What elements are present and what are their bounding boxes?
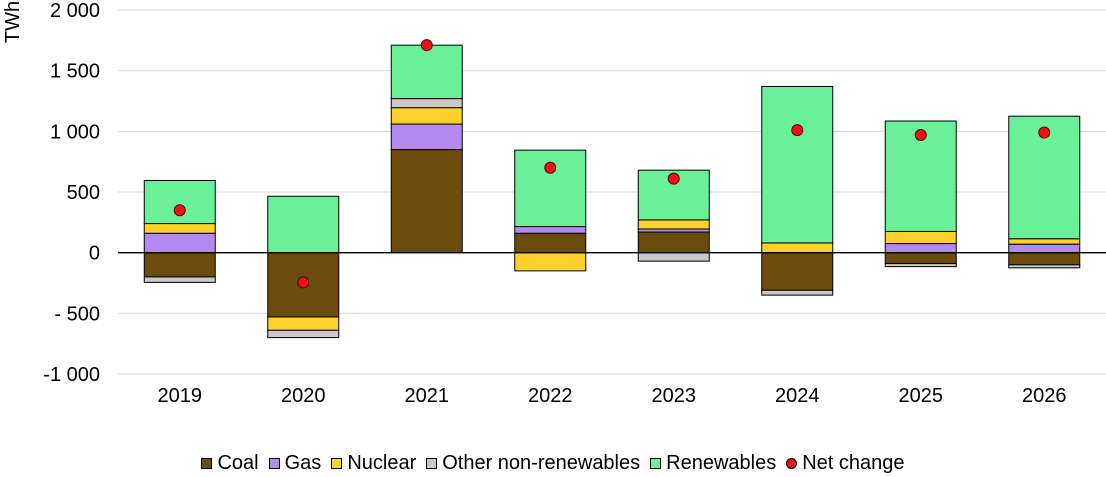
bar-gas-2025 [884,243,957,254]
y-tick-label: - 500 [54,303,100,325]
bar-gas-2026 [1008,243,1081,254]
y-tick-label: 1 500 [50,61,100,83]
legend-swatch-nuclear [331,457,343,469]
legend-swatch-renewables [650,457,662,469]
y-axis-title: TWh [2,1,24,43]
bar-nuclear-2023 [637,219,710,230]
legend-item-other-non-renewables: Other non-renewables [426,452,640,475]
legend-item-renewables: Renewables [650,452,776,475]
x-tick-label: 2019 [158,385,203,407]
bar-gas-2021 [390,123,463,151]
bar-coal-2022 [514,232,587,254]
net-change-marker-2019 [173,204,186,217]
legend-item-gas: Gas [268,451,322,475]
bar-other-non-renewables-2026 [1008,264,1081,269]
bar-renewables-2020 [267,195,340,254]
bar-nuclear-2022 [514,252,587,272]
y-tick-label: 0 [89,243,100,265]
bar-other-non-renewables-2021 [390,98,463,109]
gridlines [118,9,1106,375]
bar-nuclear-2024 [761,242,834,254]
bar-nuclear-2020 [267,316,340,331]
bar-other-non-renewables-2024 [761,289,834,296]
bar-coal-2026 [1008,252,1081,266]
bar-renewables-2021 [390,44,463,100]
x-tick-label: 2023 [652,385,697,407]
bar-renewables-2022 [514,149,587,228]
legend-swatch-coal [201,457,213,469]
net-change-markers [173,39,1051,289]
y-tick-label: -1 000 [43,364,100,386]
legend-label-other-non-renewables: Other non-renewables [442,451,641,474]
x-tick-labels: 2019 2020 2021 2022 2023 2024 2025 2026 [158,385,1067,407]
legend-label-nuclear: Nuclear [347,451,417,474]
bar-nuclear-2026 [1008,238,1081,245]
x-tick-label: 2020 [281,385,326,407]
bar-other-non-renewables-2020 [267,329,340,339]
net-change-marker-2022 [544,161,557,174]
bar-coal-2025 [884,252,957,265]
net-change-marker-2023 [667,172,680,185]
bar-coal-2019 [143,252,216,278]
bar-other-non-renewables-2025 [884,263,957,268]
legend-item-nuclear: Nuclear [331,452,416,475]
net-change-marker-2020 [297,276,310,289]
bar-gas-2022 [514,226,587,234]
bar-other-non-renewables-2019 [143,276,216,283]
y-tick-label: 500 [67,182,100,204]
bar-nuclear-2019 [143,223,216,234]
x-tick-label: 2026 [1022,385,1067,407]
bar-other-non-renewables-2023 [637,252,710,262]
bars [143,44,1081,339]
legend: Coal Gas Nuclear Other non-renewables Re… [0,450,1106,476]
x-tick-label: 2025 [899,385,944,407]
legend-label-coal: Coal [217,451,259,474]
bar-renewables-2024 [761,85,834,244]
bar-nuclear-2025 [884,230,957,245]
bar-renewables-2019 [143,179,216,225]
legend-label-renewables: Renewables [666,451,777,474]
legend-label-gas: Gas [284,451,322,474]
legend-marker-net-change [786,457,798,469]
y-tick-label: 2 000 [50,0,100,22]
x-tick-label: 2021 [405,385,450,407]
net-change-marker-2021 [420,39,433,52]
x-tick-label: 2024 [775,385,820,407]
net-change-marker-2025 [914,128,927,141]
x-tick-label: 2022 [528,385,573,407]
legend-swatch-gas [268,457,280,469]
legend-swatch-other-non-renewables [426,457,438,469]
legend-item-net-change: Net change [786,451,905,475]
bar-gas-2019 [143,232,216,254]
bar-coal-2021 [390,149,463,254]
bar-coal-2023 [637,231,710,254]
net-change-marker-2024 [791,124,804,137]
legend-item-coal: Coal [201,451,259,475]
bar-nuclear-2021 [390,107,463,125]
net-change-marker-2026 [1038,126,1051,139]
legend-label-net-change: Net change [802,451,905,474]
bar-coal-2024 [761,252,834,291]
y-tick-label: 1 000 [50,121,100,143]
y-tick-labels: 2 000 1 500 1 000 500 0 - 500 -1 000 [43,0,100,386]
